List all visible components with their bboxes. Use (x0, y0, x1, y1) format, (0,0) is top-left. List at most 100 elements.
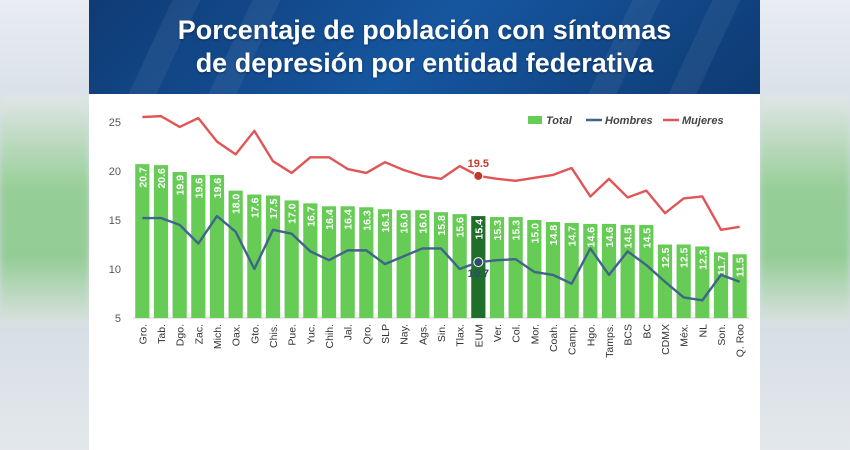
x-tick-label: Tab. (156, 324, 168, 344)
bar-total (732, 254, 747, 318)
x-tick-label: Gto. (249, 324, 261, 344)
x-tick-label: Dgo. (175, 324, 187, 346)
bar-value-label: 14.8 (548, 225, 560, 246)
bar-value-label: 12.5 (679, 247, 691, 268)
bar-value-label: 11.7 (716, 255, 728, 275)
x-tick-label: Chis. (268, 324, 280, 348)
x-tick-label: CDMX (660, 324, 672, 355)
bar-value-label: 19.6 (193, 178, 205, 199)
bar-total (508, 217, 523, 318)
bar-total (191, 174, 206, 318)
x-tick-label: SLP (380, 324, 392, 344)
bar-total (676, 244, 691, 318)
x-tick-label: Sin. (436, 324, 448, 342)
x-tick-label: Yuc. (305, 324, 317, 344)
bar-total (527, 220, 542, 318)
bar-total (209, 174, 225, 318)
bar-value-label: 16.1 (380, 212, 392, 233)
bar-value-label: 19.9 (175, 175, 187, 196)
bar-value-label: 16.4 (343, 209, 355, 230)
bar-total (489, 217, 505, 318)
series-line-mujeres (142, 114, 740, 232)
y-tick-label: 25 (109, 117, 121, 129)
x-tick-label: Mor. (529, 324, 541, 344)
bar-value-label: 14.7 (567, 226, 579, 247)
bar-value-label: 14.6 (604, 227, 616, 248)
marker-mujeres-eum (473, 170, 484, 181)
bar-total (172, 171, 187, 318)
chart-title: Porcentaje de población con síntomas de … (89, 14, 760, 80)
x-tick-label: Jal. (343, 324, 355, 340)
y-tick-label: 15 (109, 215, 121, 227)
y-tick-label: 10 (109, 264, 121, 276)
x-tick-label: Oax. (231, 324, 243, 346)
bar-value-label: 15.0 (529, 223, 541, 244)
bar-total (228, 190, 243, 318)
bar-total (396, 210, 411, 318)
chart-card: Porcentaje de población con síntomas de … (89, 0, 760, 450)
bar-total (601, 223, 617, 318)
bar-value-label: 20.7 (137, 167, 149, 188)
bar-total (153, 165, 169, 318)
bar-value-label: 16.0 (399, 213, 411, 234)
bar-value-label: 16.0 (417, 213, 429, 234)
x-tick-label: Ver. (492, 324, 504, 342)
bar-value-label: 18.0 (231, 193, 243, 214)
chart-svg: 5 10 15 20 25 20.7 20.6 19.9 19.6 19.6 18.0 17.6 17.… (109, 114, 749, 358)
bar-value-label: 16.4 (324, 209, 336, 230)
legend-label-mujeres: Mujeres (682, 115, 724, 127)
bar-total (321, 206, 337, 318)
x-tick-label: EUM (473, 324, 485, 347)
bar-total (247, 194, 262, 318)
bar-value-label: 17.5 (268, 198, 280, 219)
y-tick-label: 20 (109, 166, 121, 178)
legend-swatch-total (528, 116, 542, 124)
bar-value-label: 17.6 (249, 197, 261, 218)
bar-value-label: 16.7 (305, 206, 317, 227)
background-right (760, 0, 850, 450)
x-tick-label: Tamps. (604, 324, 616, 358)
x-tick-label: Qro. (361, 324, 373, 344)
series-line-hombres (142, 214, 741, 302)
bar-value-label: 15.3 (492, 220, 504, 241)
x-tick-label: NL (697, 324, 709, 338)
legend-label-hombres: Hombres (605, 115, 653, 127)
background-left (0, 0, 89, 450)
legend-label-total: Total (546, 115, 573, 127)
title-line-1: Porcentaje de población con síntomas (177, 15, 672, 45)
bar-value-label: 15.6 (455, 217, 467, 238)
x-tick-label: Son. (716, 324, 728, 346)
bar-total (284, 200, 299, 318)
bar-value-label: 12.3 (697, 249, 709, 270)
bar-value-label: 15.8 (436, 215, 448, 236)
x-tick-label: Coah. (548, 324, 560, 352)
x-tick-label: Ags. (417, 324, 429, 345)
bar-value-label: 19.6 (212, 178, 224, 199)
x-tick-label: BC (641, 324, 653, 339)
bar-total (433, 212, 449, 318)
bar-value-label: 12.5 (660, 247, 672, 268)
bar-total (545, 221, 561, 318)
bar-value-label: 14.6 (585, 227, 597, 248)
x-tick-label: Hgo. (585, 324, 597, 346)
bar-value-label: 20.6 (156, 168, 168, 189)
bar-total (340, 206, 355, 318)
x-tick-label: Tlax. (455, 324, 467, 347)
x-tick-label: Méx. (679, 324, 691, 347)
label-mujeres-eum: 19.5 (468, 158, 489, 170)
bar-total (135, 164, 150, 318)
bar-value-label: 14.5 (641, 228, 653, 249)
y-tick-label: 5 (115, 313, 121, 325)
bar-total (265, 195, 281, 318)
bar-value-label: 15.3 (511, 220, 523, 241)
x-tick-label: Pue. (287, 324, 299, 346)
bar-total (564, 222, 579, 318)
bar-total (639, 224, 654, 318)
bar-total (713, 252, 729, 318)
bar-value-label: 11.5 (735, 257, 747, 277)
title-banner: Porcentaje de población con síntomas de … (89, 0, 760, 94)
x-tick-label: Gro. (137, 324, 149, 344)
bar-total (359, 207, 374, 318)
x-tick-label: Camp. (567, 324, 579, 355)
x-tick-label: Chih. (324, 324, 336, 349)
